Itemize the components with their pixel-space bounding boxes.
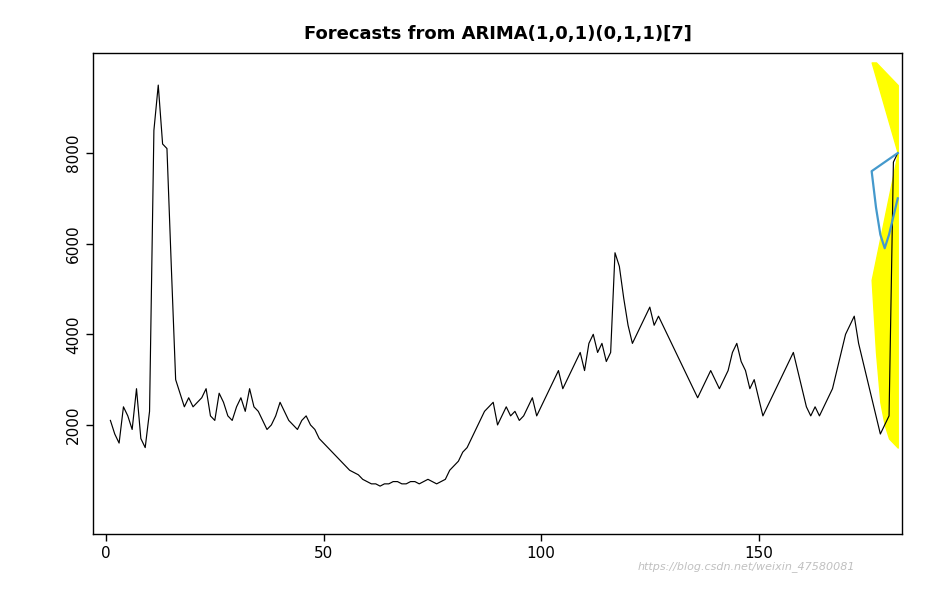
Text: https://blog.csdn.net/weixin_47580081: https://blog.csdn.net/weixin_47580081 [638,562,856,572]
Title: Forecasts from ARIMA(1,0,1)(0,1,1)[7]: Forecasts from ARIMA(1,0,1)(0,1,1)[7] [303,25,692,43]
